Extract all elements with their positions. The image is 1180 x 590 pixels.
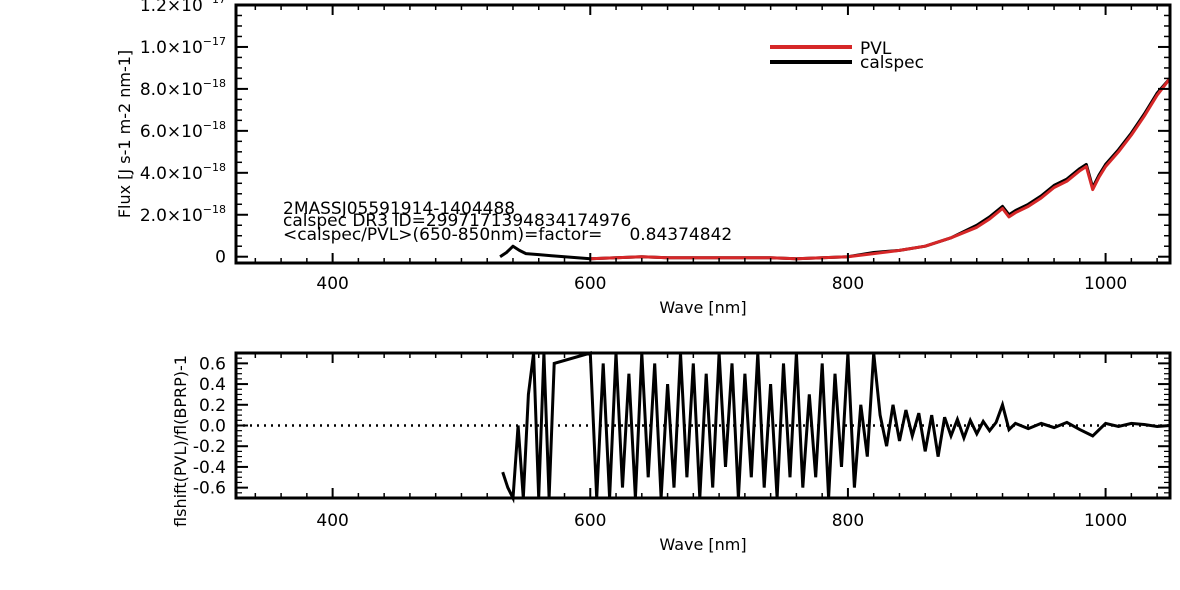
ratio-y-tick-label-1: -0.4: [193, 458, 226, 478]
flux-panel: 400 600 800 1000 0 2.0×10−18 4.0×10−18 6.0×10−…: [115, 0, 1172, 317]
ratio-y-axis-label: flshift(PVL)/fl(BPRP)-1: [171, 355, 190, 527]
flux-x-tick-label-600: 600: [574, 274, 606, 294]
annotation-calspec-id: calspec DR3 ID=2997171394834174976: [283, 211, 631, 231]
ratio-y-tick-label-5: 0.4: [199, 375, 226, 395]
legend-label-calspec: calspec: [860, 53, 924, 73]
flux-y-tick-label-4: 8.0×10−18: [140, 77, 226, 100]
flux-y-axis-label: Flux [J s-1 m-2 nm-1]: [115, 50, 134, 218]
ratio-series-line: [501, 351, 1171, 504]
flux-y-tick-label-1: 2.0×10−18: [140, 203, 226, 226]
ratio-y-tick-label-6: 0.6: [199, 354, 226, 374]
flux-plot-frame: [234, 3, 1172, 265]
flux-x-tick-label-400: 400: [316, 274, 348, 294]
ratio-panel: 400 600 800 1000 -0.6-0.4-0.20.00.20.40.6 W…: [171, 351, 1172, 554]
flux-y-tick-label-5: 1.0×10−17: [140, 35, 226, 58]
legend: PVL calspec: [770, 39, 924, 73]
ratio-y-tick-label-0: -0.6: [193, 479, 226, 499]
flux-y-tick-label-3: 6.0×10−18: [140, 119, 226, 142]
ratio-x-tick-label-600: 600: [574, 511, 606, 531]
annotation-object-name: 2MASSJ05591914-1404488: [283, 199, 515, 219]
ratio-y-tick-label-3: 0.0: [199, 417, 226, 437]
flux-y-tick-label-0: 0: [215, 248, 226, 268]
ratio-x-tick-label-1000: 1000: [1084, 511, 1127, 531]
legend-label-pvl: PVL: [860, 39, 892, 59]
flux-y-tick-label-2: 4.0×10−18: [140, 161, 226, 184]
flux-y-tick-label-6: 1.2×10−17: [140, 0, 226, 16]
flux-x-tick-label-800: 800: [832, 274, 864, 294]
flux-x-axis-label: Wave [nm]: [659, 298, 746, 317]
ratio-y-tick-label-4: 0.2: [199, 396, 226, 416]
ratio-x-axis-label: Wave [nm]: [659, 535, 746, 554]
series-pvl-line: [590, 77, 1172, 261]
ratio-x-tick-label-800: 800: [832, 511, 864, 531]
annotation-factor: <calspec/PVL>(650-850nm)=factor= 0.84374…: [283, 225, 732, 245]
ratio-y-tick-label-2: -0.2: [193, 437, 226, 457]
ratio-x-tick-label-400: 400: [316, 511, 348, 531]
flux-x-tick-label-1000: 1000: [1084, 274, 1127, 294]
